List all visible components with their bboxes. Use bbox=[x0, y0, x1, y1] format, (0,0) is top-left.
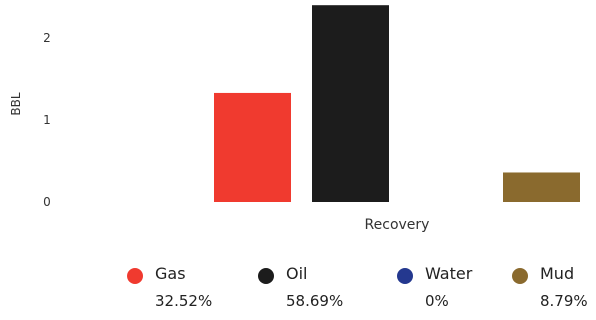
legend-series-percent: 58.69% bbox=[286, 292, 344, 310]
legend-swatch-icon bbox=[258, 268, 274, 284]
recovery-bar-chart: BBL 0 1 2 Recovery bbox=[9, 5, 580, 233]
legend: Gas 32.52% Oil 58.69% Water 0% Mud 8.79% bbox=[0, 262, 596, 320]
legend-item-mud[interactable]: Mud 8.79% bbox=[512, 262, 596, 320]
legend-swatch-icon bbox=[127, 268, 143, 284]
y-tick-label: 0 bbox=[43, 195, 51, 209]
legend-series-name: Gas bbox=[155, 264, 186, 283]
y-tick-label: 2 bbox=[43, 31, 51, 45]
legend-series-percent: 8.79% bbox=[540, 292, 588, 310]
bars bbox=[214, 5, 580, 203]
y-tick-label: 1 bbox=[43, 113, 51, 127]
legend-item-water[interactable]: Water 0% bbox=[397, 262, 527, 320]
y-axis-label: BBL bbox=[9, 92, 23, 115]
legend-series-name: Water bbox=[425, 264, 473, 283]
legend-series-name: Mud bbox=[540, 264, 575, 283]
bar-mud bbox=[503, 172, 580, 202]
legend-series-name: Oil bbox=[286, 264, 308, 283]
legend-swatch-icon bbox=[397, 268, 413, 284]
bar-gas bbox=[214, 92, 291, 202]
y-axis-ticks: 0 1 2 bbox=[43, 31, 51, 209]
legend-series-percent: 0% bbox=[425, 292, 449, 310]
legend-item-gas[interactable]: Gas 32.52% bbox=[127, 262, 257, 320]
legend-series-percent: 32.52% bbox=[155, 292, 213, 310]
legend-swatch-icon bbox=[512, 268, 528, 284]
bar-oil bbox=[312, 5, 389, 203]
legend-item-oil[interactable]: Oil 58.69% bbox=[258, 262, 388, 320]
x-axis-label: Recovery bbox=[365, 217, 430, 233]
